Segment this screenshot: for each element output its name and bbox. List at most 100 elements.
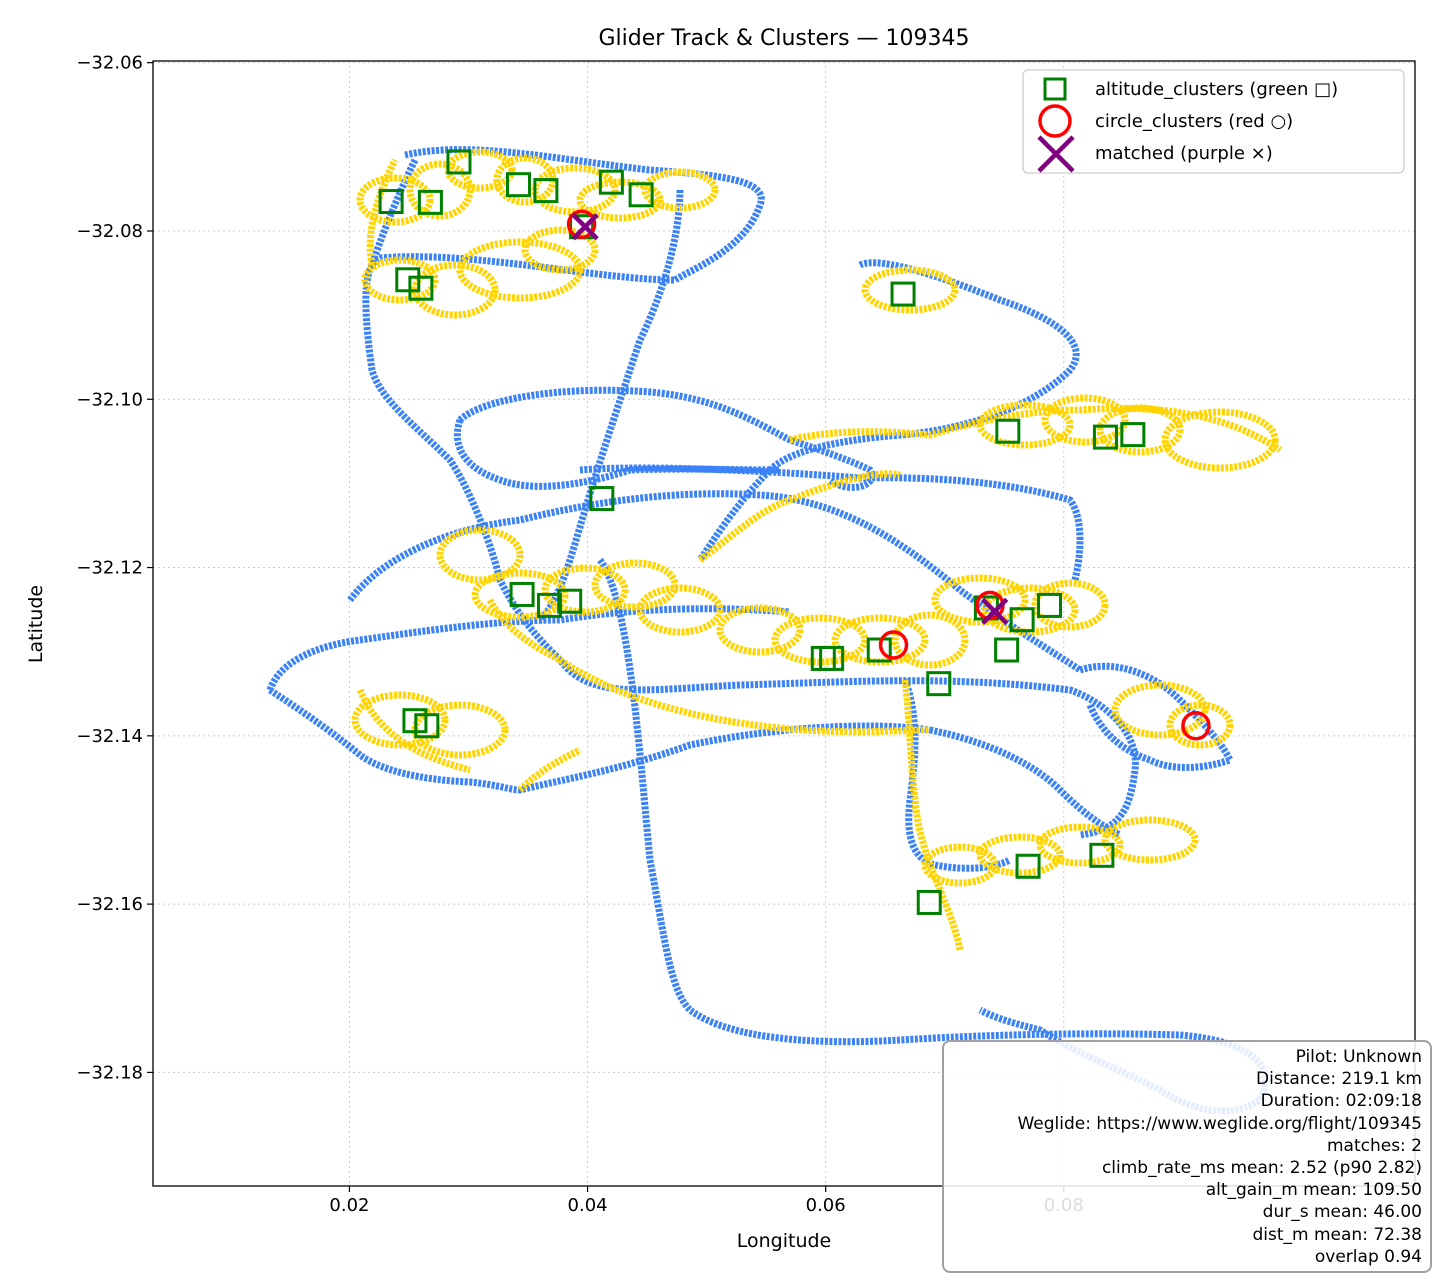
climb-loop bbox=[591, 559, 679, 611]
climb-loop bbox=[976, 833, 1064, 877]
altitude-cluster-marker bbox=[1089, 842, 1115, 868]
climb-loop bbox=[1041, 394, 1129, 446]
info-duration: Duration: 02:09:18 bbox=[1260, 1091, 1422, 1112]
climb-loop bbox=[1161, 408, 1279, 472]
info-pilot: Pilot: Unknown bbox=[1295, 1047, 1422, 1067]
climb-loop bbox=[1111, 681, 1209, 739]
altitude-cluster-marker bbox=[506, 172, 532, 198]
climb-loop bbox=[411, 261, 499, 319]
legend-label-matched: matched (purple ×) bbox=[1095, 143, 1273, 164]
altitude-cluster-marker bbox=[598, 169, 624, 195]
climb-loop bbox=[541, 564, 629, 616]
track-segment bbox=[362, 146, 1139, 839]
y-axis-label: Latitude bbox=[25, 585, 47, 663]
climb-segment bbox=[366, 158, 399, 266]
altitude-cluster-marker bbox=[916, 889, 942, 915]
track-segment bbox=[579, 464, 1084, 581]
climb-segment bbox=[901, 679, 964, 951]
altitude-cluster-marker bbox=[408, 275, 434, 301]
climb-segment bbox=[789, 404, 1282, 453]
y-tick-label: −32.06 bbox=[76, 53, 143, 74]
cluster-markers bbox=[378, 149, 1211, 915]
climb-loop bbox=[361, 256, 439, 304]
climb-segment bbox=[558, 657, 931, 736]
altitude-cluster-marker bbox=[1036, 592, 1062, 618]
legend-circle-icon bbox=[1038, 104, 1072, 138]
altitude-cluster-marker bbox=[994, 637, 1020, 663]
y-tick-label: −32.16 bbox=[76, 894, 143, 915]
legend-square-icon bbox=[1043, 77, 1067, 101]
climb-loop bbox=[641, 168, 719, 212]
y-tick-label: −32.08 bbox=[76, 221, 143, 242]
altitude-cluster-marker bbox=[446, 149, 472, 175]
legend-x-icon bbox=[1037, 135, 1075, 173]
info-matches: matches: 2 bbox=[1326, 1135, 1422, 1156]
altitude-cluster-marker bbox=[995, 418, 1021, 444]
matched-marker bbox=[571, 213, 599, 241]
climb-loop bbox=[921, 843, 999, 887]
track-segment bbox=[266, 605, 791, 692]
y-tick-label: −32.18 bbox=[76, 1062, 143, 1083]
climb-loop bbox=[471, 569, 569, 621]
x-tick-label: 0.06 bbox=[806, 1195, 846, 1216]
info-weglide-link[interactable]: Weglide: https://www.weglide.org/flight/… bbox=[1017, 1113, 1422, 1134]
altitude-cluster-marker bbox=[533, 178, 559, 204]
info-alt-gain: alt_gain_m mean: 109.50 bbox=[1205, 1180, 1422, 1201]
climb-loop bbox=[1101, 816, 1199, 864]
y-tick-label: −32.10 bbox=[76, 389, 143, 410]
climb-segment bbox=[356, 688, 471, 774]
climb-loop bbox=[891, 611, 969, 669]
altitude-cluster-marker bbox=[414, 713, 440, 739]
climb-segment bbox=[517, 746, 582, 793]
climb-segment bbox=[697, 470, 901, 563]
track-segment bbox=[268, 687, 931, 794]
info-duration-mean: dur_s mean: 46.00 bbox=[1262, 1202, 1422, 1223]
climb-loop bbox=[436, 526, 524, 584]
climb-loop bbox=[411, 701, 509, 759]
altitude-cluster-marker bbox=[1120, 422, 1146, 448]
x-axis-label: Longitude bbox=[737, 1230, 832, 1252]
altitude-cluster-marker bbox=[628, 182, 654, 208]
climb-loop bbox=[1166, 701, 1234, 749]
climb-loop bbox=[636, 584, 724, 636]
x-tick-label: 0.02 bbox=[329, 1195, 369, 1216]
info-distance-mean: dist_m mean: 72.38 bbox=[1252, 1224, 1422, 1245]
climb-segment bbox=[486, 598, 562, 664]
altitude-cluster-marker bbox=[890, 281, 916, 307]
chart-title: Glider Track & Clusters — 109345 bbox=[598, 26, 969, 51]
altitude-cluster-marker bbox=[926, 671, 952, 697]
info-climb-rate: climb_rate_ms mean: 2.52 (p90 2.82) bbox=[1101, 1158, 1422, 1179]
flight-info-box: Pilot: Unknown Distance: 219.1 km Durati… bbox=[942, 1040, 1432, 1273]
altitude-cluster-marker bbox=[417, 189, 443, 215]
track-segment bbox=[368, 158, 684, 623]
matched-marker bbox=[981, 597, 1009, 625]
circle-cluster-marker bbox=[566, 209, 597, 239]
y-tick-label: −32.12 bbox=[76, 558, 143, 579]
circle-cluster-marker bbox=[878, 630, 909, 660]
x-tick-label: 0.04 bbox=[568, 1195, 608, 1216]
climb-loop bbox=[1031, 579, 1109, 631]
climb-loop bbox=[351, 691, 449, 749]
altitude-cluster-marker bbox=[557, 588, 583, 614]
circle-cluster-marker bbox=[1181, 710, 1211, 741]
track-segment bbox=[929, 726, 1122, 839]
climb-loop bbox=[931, 574, 1029, 626]
legend-label-altitude: altitude_clusters (green □) bbox=[1095, 79, 1338, 100]
info-overlap: overlap 0.94 bbox=[1314, 1246, 1422, 1267]
track-segment bbox=[597, 557, 1269, 1115]
altitude-cluster-marker bbox=[589, 486, 615, 512]
altitude-cluster-marker bbox=[1015, 853, 1041, 879]
flight-track bbox=[266, 146, 1282, 1115]
track-segment bbox=[453, 418, 781, 490]
legend: altitude_clusters (green □) circle_clust… bbox=[1022, 69, 1405, 174]
track-segment bbox=[901, 678, 1012, 872]
climb-loop bbox=[521, 226, 599, 274]
climb-loop bbox=[861, 266, 959, 314]
legend-frame bbox=[1022, 69, 1405, 174]
track-segment bbox=[1078, 662, 1235, 771]
altitude-cluster-marker bbox=[1092, 424, 1118, 450]
axis-ticks: 0.020.040.060.08−32.06−32.08−32.10−32.12… bbox=[76, 53, 1083, 1216]
altitude-cluster-marker bbox=[509, 581, 535, 607]
climb-loop bbox=[716, 604, 804, 656]
